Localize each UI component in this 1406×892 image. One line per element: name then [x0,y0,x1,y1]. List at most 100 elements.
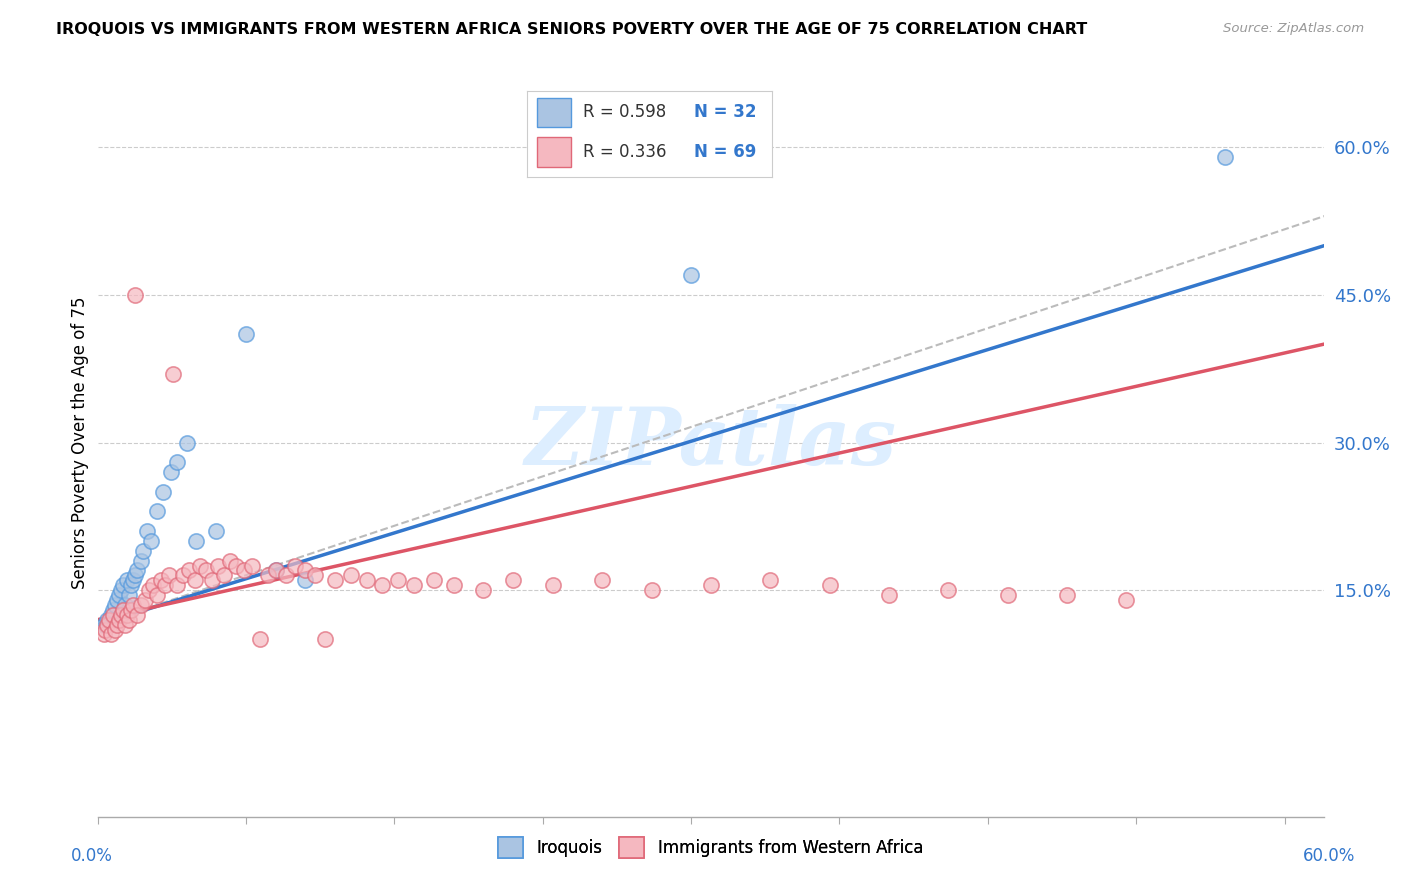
Point [127,607,149,622]
Point [472,583,495,598]
Point [323,574,346,588]
Point [502,574,524,588]
Point [340,568,363,582]
Point [110,607,132,622]
Point [93,617,115,632]
Point [134,593,156,607]
Point [159,465,181,479]
Point [114,598,136,612]
Point [195,564,218,578]
Point [96,613,118,627]
Point [304,568,326,582]
Text: IROQUOIS VS IMMIGRANTS FROM WESTERN AFRICA SENIORS POVERTY OVER THE AGE OF 75 CO: IROQUOIS VS IMMIGRANTS FROM WESTERN AFRI… [56,22,1087,37]
Point [96,617,118,632]
Point [117,574,139,588]
Point [112,578,135,592]
Point [93,627,115,641]
Point [294,574,316,588]
Point [264,564,287,578]
Point [186,533,208,548]
Y-axis label: Seniors Poverty Over the Age of 75: Seniors Poverty Over the Age of 75 [72,296,89,589]
Text: 0.0%: 0.0% [70,847,112,865]
Point [219,554,242,568]
Point [138,583,160,598]
Point [124,288,146,302]
Point [294,564,316,578]
Point [640,583,662,598]
Point [103,603,125,617]
Point [104,623,127,637]
Point [136,524,159,538]
Point [146,588,169,602]
Point [681,268,703,283]
Point [371,578,394,592]
Point [127,564,149,578]
Point [94,623,117,637]
Point [114,617,136,632]
Point [105,593,128,607]
Point [118,588,141,602]
Point [177,564,200,578]
Point [129,554,152,568]
Point [201,574,224,588]
Point [205,524,228,538]
Point [443,578,465,592]
Point [129,598,152,612]
Legend: Iroquois, Immigrants from Western Africa: Iroquois, Immigrants from Western Africa [492,830,929,864]
Point [124,568,146,582]
Point [997,588,1019,602]
Point [404,578,426,592]
Point [162,367,184,381]
Point [110,583,132,598]
Point [249,632,271,647]
Point [172,568,194,582]
Point [235,327,257,342]
Point [98,613,121,627]
Point [132,543,155,558]
Point [284,558,307,573]
Point [176,435,198,450]
Point [166,455,188,469]
Point [274,568,297,582]
Point [207,558,229,573]
Point [100,607,122,622]
Point [233,564,256,578]
Point [1115,593,1137,607]
Point [122,598,145,612]
Point [104,598,127,612]
Point [541,578,564,592]
Point [152,484,174,499]
Point [936,583,959,598]
Point [157,568,180,582]
Point [120,603,142,617]
Point [1056,588,1078,602]
Point [108,588,131,602]
Point [142,578,165,592]
Point [146,504,169,518]
Point [1213,150,1236,164]
Point [387,574,409,588]
Point [759,574,782,588]
Point [112,603,135,617]
Point [591,574,613,588]
Point [183,574,205,588]
Point [314,632,336,647]
Point [120,578,142,592]
Point [117,607,139,622]
Text: 60.0%: 60.0% [1302,847,1355,865]
Point [212,568,235,582]
Point [139,533,162,548]
Point [153,578,176,592]
Point [225,558,247,573]
Point [108,613,131,627]
Text: Source: ZipAtlas.com: Source: ZipAtlas.com [1223,22,1364,36]
Point [818,578,841,592]
Point [103,607,125,622]
Point [240,558,263,573]
Point [166,578,188,592]
Text: ZIPatlas: ZIPatlas [524,404,897,482]
Point [877,588,900,602]
Point [190,558,212,573]
Point [105,617,128,632]
Point [264,564,287,578]
